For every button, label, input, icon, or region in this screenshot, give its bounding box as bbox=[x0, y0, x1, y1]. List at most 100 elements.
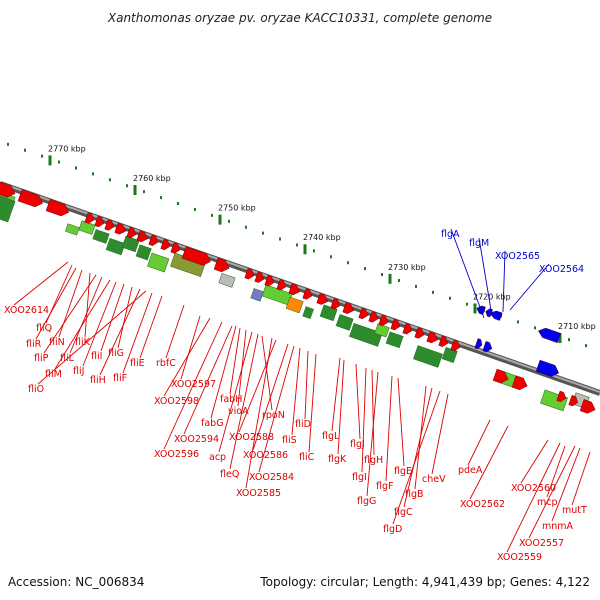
genome-summary-text: Topology: circular; Length: 4,941,439 bp… bbox=[259, 575, 590, 589]
gene-leader bbox=[69, 276, 103, 354]
forward-gene-arrow bbox=[450, 339, 461, 352]
gene-label: mutT bbox=[562, 505, 587, 516]
gene-label: flgC bbox=[394, 507, 413, 518]
forward-gene-arrow bbox=[94, 215, 105, 228]
similarity-hit bbox=[250, 288, 264, 302]
forward-gene-arrow bbox=[213, 257, 230, 273]
gene-label: flgE bbox=[394, 466, 412, 477]
gene-leader bbox=[528, 445, 576, 539]
forward-gene-arrow bbox=[148, 234, 159, 246]
gene-leader bbox=[210, 325, 237, 419]
gene-label: flgB bbox=[405, 489, 424, 500]
gene-label: XOO2586 bbox=[243, 450, 288, 461]
forward-gene-arrow bbox=[244, 268, 255, 280]
accession-text: Accession: NC_006834 bbox=[8, 575, 144, 589]
reverse-gene-leader bbox=[450, 228, 485, 319]
forward-gene-arrow bbox=[426, 331, 439, 344]
gene-leader bbox=[291, 347, 301, 436]
gene-leader bbox=[13, 261, 69, 306]
gene-leader bbox=[469, 425, 509, 500]
gene-leader bbox=[506, 442, 561, 553]
similarity-hit bbox=[413, 345, 443, 368]
forward-gene-arrow bbox=[84, 212, 95, 224]
gene-leader bbox=[431, 393, 449, 475]
gene-label: XOO2559 bbox=[497, 552, 542, 563]
gene-leader bbox=[403, 387, 433, 508]
forward-gene-arrow bbox=[330, 298, 341, 310]
gene-leader bbox=[229, 333, 259, 470]
gene-label: vioA bbox=[228, 406, 249, 417]
gene-label: fabH bbox=[220, 394, 242, 405]
gene-label: fliF bbox=[113, 373, 127, 384]
gene-label: fliD bbox=[295, 419, 311, 430]
forward-gene-arrow bbox=[181, 246, 211, 266]
gene-leader bbox=[331, 357, 341, 432]
gene-label: XOO2598 bbox=[154, 396, 199, 407]
forward-gene-arrow bbox=[160, 238, 171, 251]
similarity-hit bbox=[65, 223, 80, 236]
gene-leader bbox=[163, 317, 211, 397]
similarity-hit bbox=[319, 304, 338, 322]
gene-leader bbox=[355, 363, 361, 440]
gene-label: rpoN bbox=[262, 410, 285, 421]
gene-leader bbox=[58, 269, 83, 338]
gene-leader bbox=[245, 337, 273, 489]
gene-leader bbox=[392, 390, 441, 525]
reverse-gene-arrow bbox=[482, 341, 493, 353]
gene-leader bbox=[139, 295, 163, 359]
gene-label: flgD bbox=[383, 524, 402, 535]
gene-label: fliQ bbox=[36, 323, 52, 334]
gene-label: XOO2597 bbox=[171, 379, 216, 390]
gene-label: fliS bbox=[282, 435, 297, 446]
similarity-hit bbox=[218, 273, 236, 288]
reverse-gene-arrow bbox=[538, 327, 562, 344]
similarity-hit bbox=[135, 244, 152, 261]
gene-leader bbox=[571, 451, 591, 506]
gene-leader bbox=[551, 447, 581, 522]
gene-leader bbox=[252, 343, 289, 451]
forward-gene-arrow bbox=[45, 199, 70, 217]
gene-label: XOO2585 bbox=[236, 488, 281, 499]
gene-leader bbox=[229, 327, 241, 395]
similarity-hit bbox=[335, 314, 354, 331]
gene-leader bbox=[258, 345, 295, 473]
reverse-gene-label: XOO2564 bbox=[539, 264, 584, 275]
forward-gene-arrow bbox=[170, 242, 181, 254]
tick-label-2730: 2730 kbp bbox=[388, 263, 426, 272]
gene-label: fliC bbox=[299, 452, 315, 463]
gene-leader bbox=[82, 281, 117, 367]
forward-gene-arrow bbox=[316, 293, 329, 305]
similarity-hit bbox=[349, 322, 383, 347]
gene-label: fliR bbox=[26, 339, 42, 350]
gene-label: XOO2562 bbox=[460, 499, 505, 510]
map-title: Xanthomonas oryzae pv. oryzae KACC10331,… bbox=[107, 11, 492, 25]
gene-label: fliE bbox=[130, 358, 145, 369]
reverse-gene-leader bbox=[509, 263, 550, 311]
gene-label: acp bbox=[209, 452, 226, 463]
forward-gene-arrow bbox=[579, 399, 596, 414]
gene-label: cheV bbox=[422, 474, 446, 485]
gene-label: XOO2557 bbox=[519, 538, 564, 549]
gene-arrow-track bbox=[0, 181, 596, 414]
tick-label-2720: 2720 kbp bbox=[473, 292, 511, 301]
gene-leader bbox=[100, 283, 125, 352]
gene-label: XOO2584 bbox=[249, 472, 294, 483]
gene-leader bbox=[308, 353, 317, 453]
reverse-gene-label: XOO2565 bbox=[495, 251, 540, 262]
gene-labels: XOO2614 fliQ fliR fliN fliK fliP fliL fliM fliJ f… bbox=[4, 229, 587, 563]
reverse-gene-leader bbox=[478, 237, 493, 317]
forward-gene-arrow bbox=[17, 189, 43, 208]
gene-leader bbox=[546, 445, 566, 498]
gene-leader bbox=[371, 369, 375, 456]
gene-label: mcp bbox=[537, 497, 558, 508]
forward-gene-arrow bbox=[114, 222, 127, 235]
gene-label: pdeA bbox=[458, 465, 483, 476]
gene-leader bbox=[520, 439, 549, 484]
tick-label-2760: 2760 kbp bbox=[133, 174, 171, 183]
forward-gene-arrow bbox=[136, 230, 149, 243]
tick-label-2710: 2710 kbp bbox=[558, 322, 596, 331]
gene-label: XOO2594 bbox=[174, 434, 219, 445]
gene-leader bbox=[304, 350, 309, 420]
gene-label: fliN bbox=[49, 337, 65, 348]
gene-label: fliI bbox=[91, 351, 102, 362]
